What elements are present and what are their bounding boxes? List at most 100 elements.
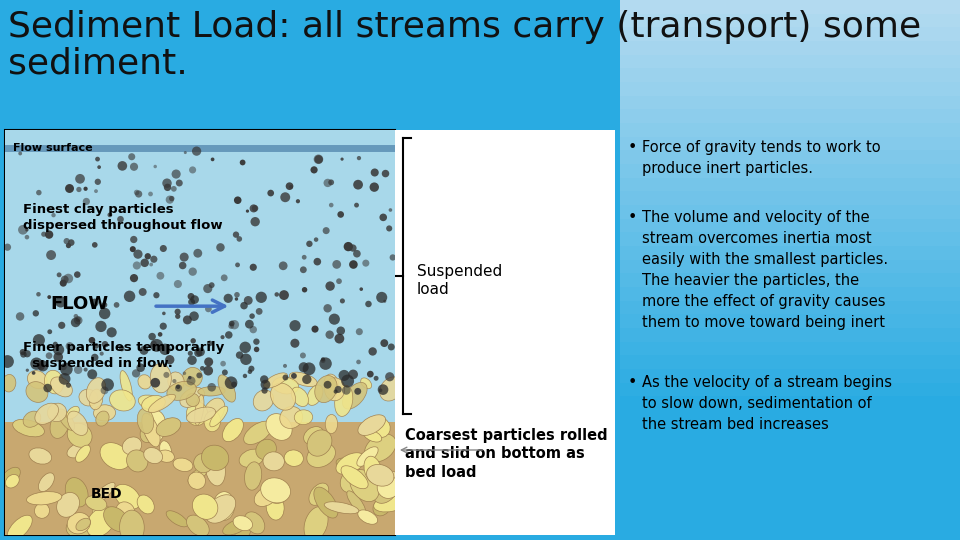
Circle shape: [41, 232, 46, 237]
Ellipse shape: [1, 467, 20, 486]
Circle shape: [301, 255, 306, 260]
Circle shape: [210, 158, 214, 161]
Circle shape: [133, 249, 143, 259]
Circle shape: [169, 196, 175, 201]
Ellipse shape: [173, 458, 193, 471]
Ellipse shape: [363, 430, 382, 442]
Circle shape: [139, 346, 149, 355]
Circle shape: [233, 232, 239, 238]
Circle shape: [60, 363, 67, 370]
Ellipse shape: [223, 519, 249, 535]
Ellipse shape: [166, 511, 188, 527]
Bar: [620, 368, 960, 383]
Circle shape: [150, 339, 163, 352]
Circle shape: [280, 192, 290, 202]
Circle shape: [53, 342, 58, 347]
Circle shape: [314, 258, 322, 266]
Circle shape: [248, 369, 252, 374]
Circle shape: [174, 280, 182, 288]
Circle shape: [255, 292, 267, 303]
Ellipse shape: [289, 372, 317, 387]
Circle shape: [135, 191, 142, 198]
Ellipse shape: [195, 395, 204, 425]
Circle shape: [102, 302, 108, 308]
Circle shape: [43, 384, 52, 393]
Circle shape: [354, 202, 359, 207]
Ellipse shape: [358, 415, 386, 435]
Ellipse shape: [79, 389, 98, 406]
Circle shape: [240, 302, 248, 309]
Circle shape: [151, 378, 160, 388]
Ellipse shape: [324, 378, 345, 401]
Circle shape: [33, 334, 45, 346]
Circle shape: [239, 342, 251, 353]
Circle shape: [321, 357, 325, 361]
Circle shape: [183, 315, 192, 325]
Text: •: •: [628, 375, 637, 390]
Circle shape: [76, 316, 81, 322]
Ellipse shape: [380, 377, 402, 401]
Circle shape: [222, 369, 228, 375]
Circle shape: [102, 379, 114, 391]
Circle shape: [240, 354, 252, 365]
Ellipse shape: [140, 415, 163, 443]
Circle shape: [102, 341, 108, 348]
Ellipse shape: [76, 445, 90, 462]
Circle shape: [1, 355, 13, 368]
Ellipse shape: [104, 507, 129, 532]
Circle shape: [282, 375, 288, 380]
Circle shape: [182, 372, 186, 375]
Ellipse shape: [239, 449, 264, 467]
Circle shape: [46, 352, 53, 359]
Circle shape: [55, 296, 66, 307]
Circle shape: [65, 184, 74, 193]
Ellipse shape: [263, 452, 284, 471]
Circle shape: [353, 180, 363, 190]
Circle shape: [187, 293, 195, 300]
Circle shape: [236, 352, 243, 359]
Circle shape: [250, 326, 257, 333]
Ellipse shape: [2, 374, 16, 392]
Circle shape: [245, 320, 253, 328]
Circle shape: [151, 255, 157, 263]
Circle shape: [51, 213, 56, 217]
Circle shape: [183, 151, 187, 154]
Circle shape: [45, 231, 54, 239]
Circle shape: [20, 351, 27, 357]
Ellipse shape: [213, 492, 234, 521]
Circle shape: [95, 179, 101, 185]
Ellipse shape: [254, 487, 277, 507]
Circle shape: [37, 360, 48, 372]
Circle shape: [93, 343, 99, 349]
Ellipse shape: [223, 418, 244, 442]
Ellipse shape: [202, 445, 228, 470]
Circle shape: [60, 275, 68, 284]
Circle shape: [250, 264, 257, 271]
Circle shape: [76, 187, 82, 192]
Circle shape: [31, 357, 42, 370]
Bar: [620, 150, 960, 164]
Circle shape: [314, 238, 319, 242]
Circle shape: [84, 368, 87, 372]
Bar: [620, 68, 960, 82]
Circle shape: [150, 262, 153, 266]
Circle shape: [162, 178, 172, 188]
Bar: [620, 81, 960, 96]
Bar: [620, 190, 960, 205]
Circle shape: [225, 331, 232, 339]
Ellipse shape: [307, 385, 323, 406]
Circle shape: [260, 375, 269, 383]
Bar: [620, 12, 960, 28]
Ellipse shape: [35, 403, 59, 424]
Circle shape: [370, 183, 379, 192]
Circle shape: [255, 308, 262, 315]
Circle shape: [325, 330, 334, 339]
Ellipse shape: [307, 430, 332, 456]
Ellipse shape: [38, 473, 55, 491]
Circle shape: [186, 376, 196, 386]
Bar: [620, 286, 960, 301]
Circle shape: [249, 366, 254, 372]
Bar: [620, 163, 960, 178]
Ellipse shape: [28, 370, 47, 389]
Ellipse shape: [144, 448, 162, 463]
